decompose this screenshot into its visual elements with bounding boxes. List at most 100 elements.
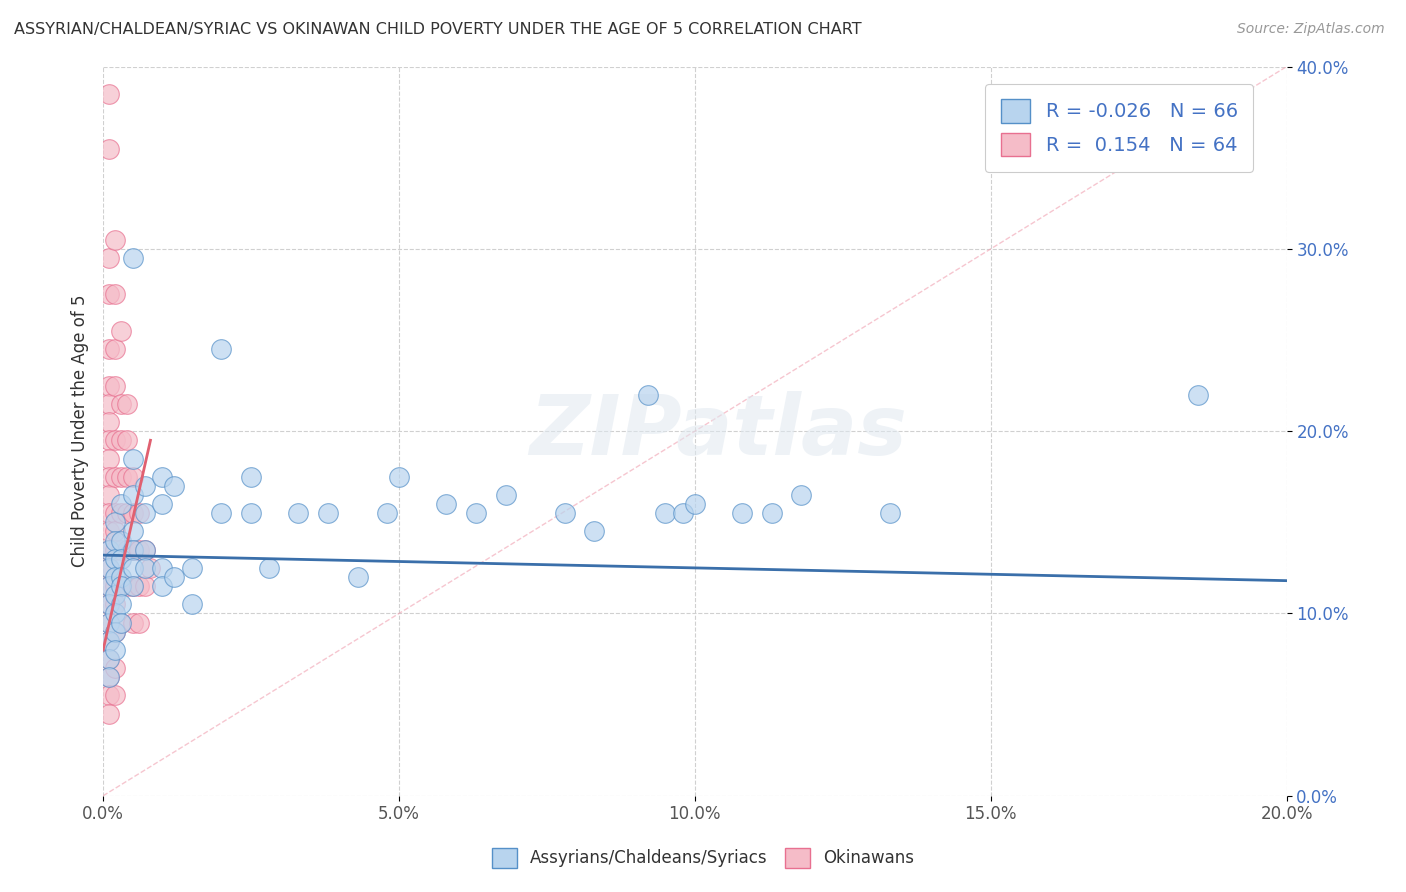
Point: [110, 397, 132, 411]
Point: [134, 506, 156, 520]
Point: [98, 689, 121, 703]
Point: [121, 579, 143, 593]
Point: [121, 469, 143, 483]
Point: [115, 506, 138, 520]
Point: [98, 579, 121, 593]
Point: [134, 579, 156, 593]
Point: [98, 524, 121, 539]
Point: [110, 506, 132, 520]
Point: [121, 451, 143, 466]
Point: [128, 506, 150, 520]
Point: [98, 342, 121, 356]
Point: [879, 506, 901, 520]
Point: [121, 615, 143, 630]
Point: [240, 469, 263, 483]
Point: [98, 451, 121, 466]
Point: [150, 497, 173, 511]
Point: [731, 506, 754, 520]
Point: [128, 615, 150, 630]
Text: ZIPatlas: ZIPatlas: [530, 391, 907, 472]
Point: [98, 598, 121, 612]
Point: [150, 561, 173, 575]
Point: [257, 561, 280, 575]
Point: [98, 415, 121, 429]
Point: [98, 434, 121, 448]
Point: [121, 251, 143, 265]
Point: [98, 542, 121, 557]
Point: [104, 434, 127, 448]
Point: [637, 388, 659, 402]
Text: Source: ZipAtlas.com: Source: ZipAtlas.com: [1237, 22, 1385, 37]
Point: [554, 506, 576, 520]
Point: [128, 542, 150, 557]
Point: [104, 533, 127, 548]
Point: [98, 652, 121, 666]
Point: [110, 615, 132, 630]
Y-axis label: Child Poverty Under the Age of 5: Child Poverty Under the Age of 5: [72, 295, 89, 567]
Point: [150, 579, 173, 593]
Point: [110, 598, 132, 612]
Point: [163, 570, 186, 584]
Point: [98, 670, 121, 684]
Point: [1187, 388, 1209, 402]
Point: [115, 469, 138, 483]
Point: [110, 579, 132, 593]
Point: [583, 524, 606, 539]
Point: [104, 624, 127, 639]
Point: [287, 506, 309, 520]
Point: [104, 378, 127, 392]
Point: [98, 579, 121, 593]
Point: [98, 87, 121, 101]
Point: [104, 607, 127, 621]
Point: [150, 469, 173, 483]
Point: [98, 633, 121, 648]
Point: [211, 342, 233, 356]
Point: [110, 533, 132, 548]
Point: [104, 643, 127, 657]
Point: [98, 251, 121, 265]
Point: [180, 598, 202, 612]
Point: [110, 497, 132, 511]
Point: [121, 579, 143, 593]
Point: [121, 524, 143, 539]
Point: [388, 469, 411, 483]
Point: [104, 588, 127, 602]
Point: [104, 469, 127, 483]
Point: [110, 570, 132, 584]
Point: [672, 506, 695, 520]
Point: [110, 434, 132, 448]
Point: [98, 652, 121, 666]
Point: [434, 497, 457, 511]
Point: [98, 615, 121, 630]
Point: [104, 598, 127, 612]
Point: [240, 506, 263, 520]
Point: [121, 506, 143, 520]
Point: [104, 661, 127, 675]
Point: [464, 506, 486, 520]
Point: [134, 542, 156, 557]
Text: ASSYRIAN/CHALDEAN/SYRIAC VS OKINAWAN CHILD POVERTY UNDER THE AGE OF 5 CORRELATIO: ASSYRIAN/CHALDEAN/SYRIAC VS OKINAWAN CHI…: [14, 22, 862, 37]
Point: [98, 561, 121, 575]
Point: [110, 615, 132, 630]
Point: [98, 142, 121, 156]
Point: [121, 542, 143, 557]
Point: [98, 598, 121, 612]
Point: [139, 561, 162, 575]
Point: [98, 469, 121, 483]
Point: [316, 506, 339, 520]
Point: [134, 479, 156, 493]
Point: [104, 524, 127, 539]
Point: [110, 469, 132, 483]
Point: [110, 579, 132, 593]
Legend: Assyrians/Chaldeans/Syriacs, Okinawans: Assyrians/Chaldeans/Syriacs, Okinawans: [485, 841, 921, 875]
Point: [110, 551, 132, 566]
Point: [104, 689, 127, 703]
Point: [98, 287, 121, 301]
Point: [98, 542, 121, 557]
Point: [104, 624, 127, 639]
Point: [104, 542, 127, 557]
Point: [134, 561, 156, 575]
Point: [180, 561, 202, 575]
Point: [121, 488, 143, 502]
Point: [346, 570, 368, 584]
